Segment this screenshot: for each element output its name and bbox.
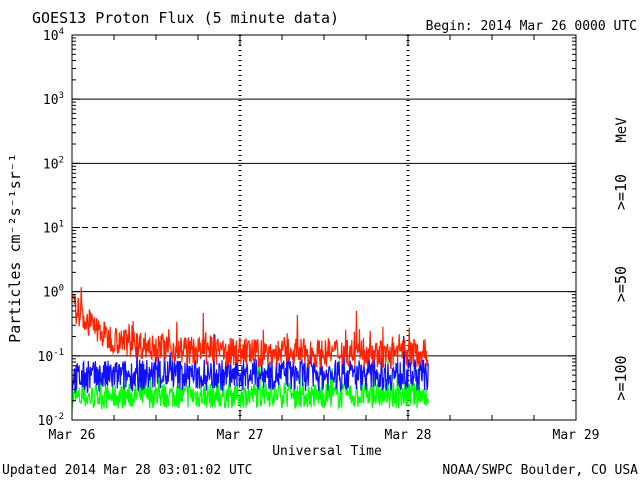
y-tick-label: 10-2 — [38, 412, 65, 429]
y-tick-label: 100 — [43, 284, 64, 301]
y-tick-label: 101 — [43, 220, 64, 237]
x-tick-label: Mar 28 — [385, 428, 432, 443]
series-line-ge50 — [71, 333, 429, 393]
legend-ge10: >=10 — [612, 174, 630, 210]
x-axis-label: Universal Time — [272, 444, 382, 459]
y-tick-label: 104 — [43, 27, 64, 44]
y-tick-label: 103 — [43, 91, 64, 108]
series-line-ge10 — [71, 287, 429, 370]
y-tick-label: 10-1 — [38, 348, 65, 365]
credit-text: NOAA/SWPC Boulder, CO USA — [442, 463, 638, 478]
unit-label: MeV — [614, 117, 630, 143]
legend-ge100: >=100 — [612, 355, 630, 400]
legend-ge50: >=50 — [612, 266, 630, 302]
begin-time: Begin: 2014 Mar 26 0000 UTC — [426, 19, 637, 34]
chart-title: GOES13 Proton Flux (5 minute data) — [32, 9, 339, 27]
x-tick-label: Mar 29 — [553, 428, 600, 443]
x-tick-label: Mar 27 — [217, 428, 264, 443]
series-line-ge100 — [71, 356, 429, 411]
y-tick-label: 102 — [43, 155, 64, 172]
y-axis-label: Particles cm⁻²s⁻¹sr⁻¹ — [6, 153, 24, 343]
updated-time: Updated 2014 Mar 28 03:01:02 UTC — [2, 463, 252, 478]
x-tick-label: Mar 26 — [49, 428, 96, 443]
